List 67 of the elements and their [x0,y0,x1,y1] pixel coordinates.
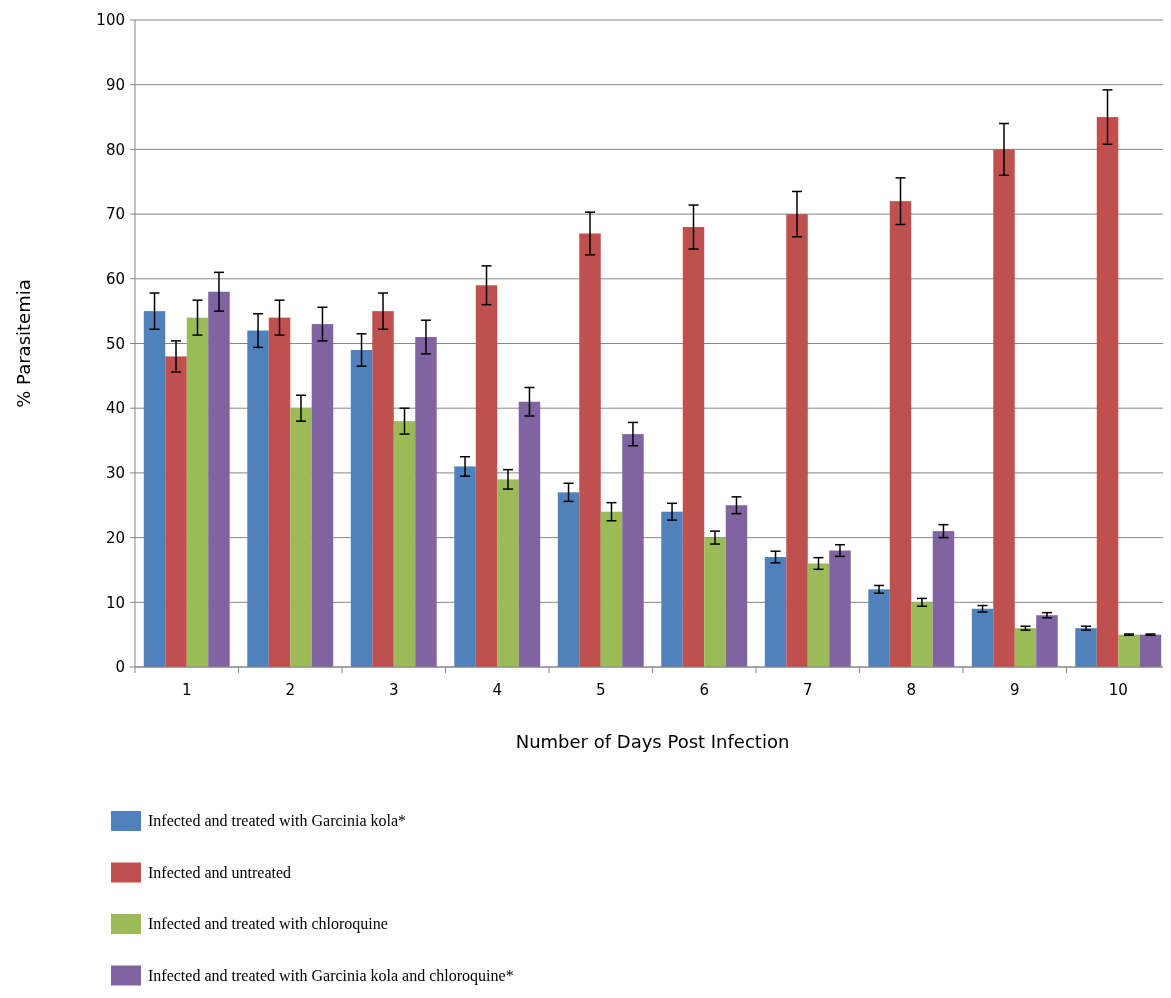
bar [993,149,1015,667]
bar [786,214,808,667]
bar [350,349,373,667]
y-tick-label: 100 [96,11,125,30]
bar [475,285,498,667]
bar [247,330,269,667]
bar [454,466,476,667]
bar [704,537,726,667]
y-tick-label: 70 [105,205,125,224]
y-tick-label: 10 [105,593,125,612]
bar [497,479,519,667]
bar [393,421,416,667]
x-tick-label: 10 [1108,681,1128,699]
bar [1014,628,1037,667]
bar [290,408,312,667]
bar [518,401,541,667]
bar [807,563,830,667]
bar [868,589,890,667]
bar [725,505,748,667]
x-tick-label: 6 [699,681,710,699]
y-tick-label: 80 [105,140,125,159]
bar [1036,615,1058,667]
bar [911,602,933,667]
y-tick-label: 40 [105,399,125,418]
bar [165,356,187,667]
bar [1096,117,1119,667]
x-tick-label: 3 [388,681,399,699]
bar [268,317,291,667]
bar [829,550,851,667]
bar [682,227,705,667]
bar [889,201,912,667]
bar [971,608,994,667]
legend-label: Infected and treated with Garcinia kola* [148,812,407,829]
bar [1139,634,1162,667]
bar [600,511,623,667]
y-tick-label: 60 [105,270,125,289]
bar [311,324,334,667]
bar [622,434,644,667]
bar [557,492,580,667]
bar [415,337,437,667]
y-tick-label: 0 [115,658,125,677]
bar [186,317,209,667]
y-tick-label: 30 [105,464,125,483]
bar [579,233,601,667]
y-tick-label: 50 [105,334,125,353]
bar [661,511,683,667]
x-tick-label: 9 [1009,681,1020,699]
bar [764,557,787,667]
legend-label: Infected and treated with Garcinia kola and chloroquine* [148,966,514,985]
x-axis-title: Number of Days Post Infection [515,731,790,752]
legend-label: Infected and treated with chloroquine [148,915,388,933]
bar [372,311,394,667]
y-tick-label: 90 [105,75,125,94]
x-tick-label: 1 [181,681,192,699]
bar [932,531,955,667]
legend-label: Infected and untreated [148,863,292,881]
bar [1118,634,1140,667]
y-axis-title: % Parasitemia [13,279,34,408]
y-tick-label: 20 [105,528,125,547]
bar [1075,628,1097,667]
bar [143,311,166,667]
x-tick-label: 8 [906,681,917,699]
x-tick-label: 4 [492,681,503,699]
x-tick-label: 7 [802,681,813,699]
x-tick-label: 2 [285,681,296,699]
bar [208,291,230,667]
x-tick-label: 5 [595,681,606,699]
